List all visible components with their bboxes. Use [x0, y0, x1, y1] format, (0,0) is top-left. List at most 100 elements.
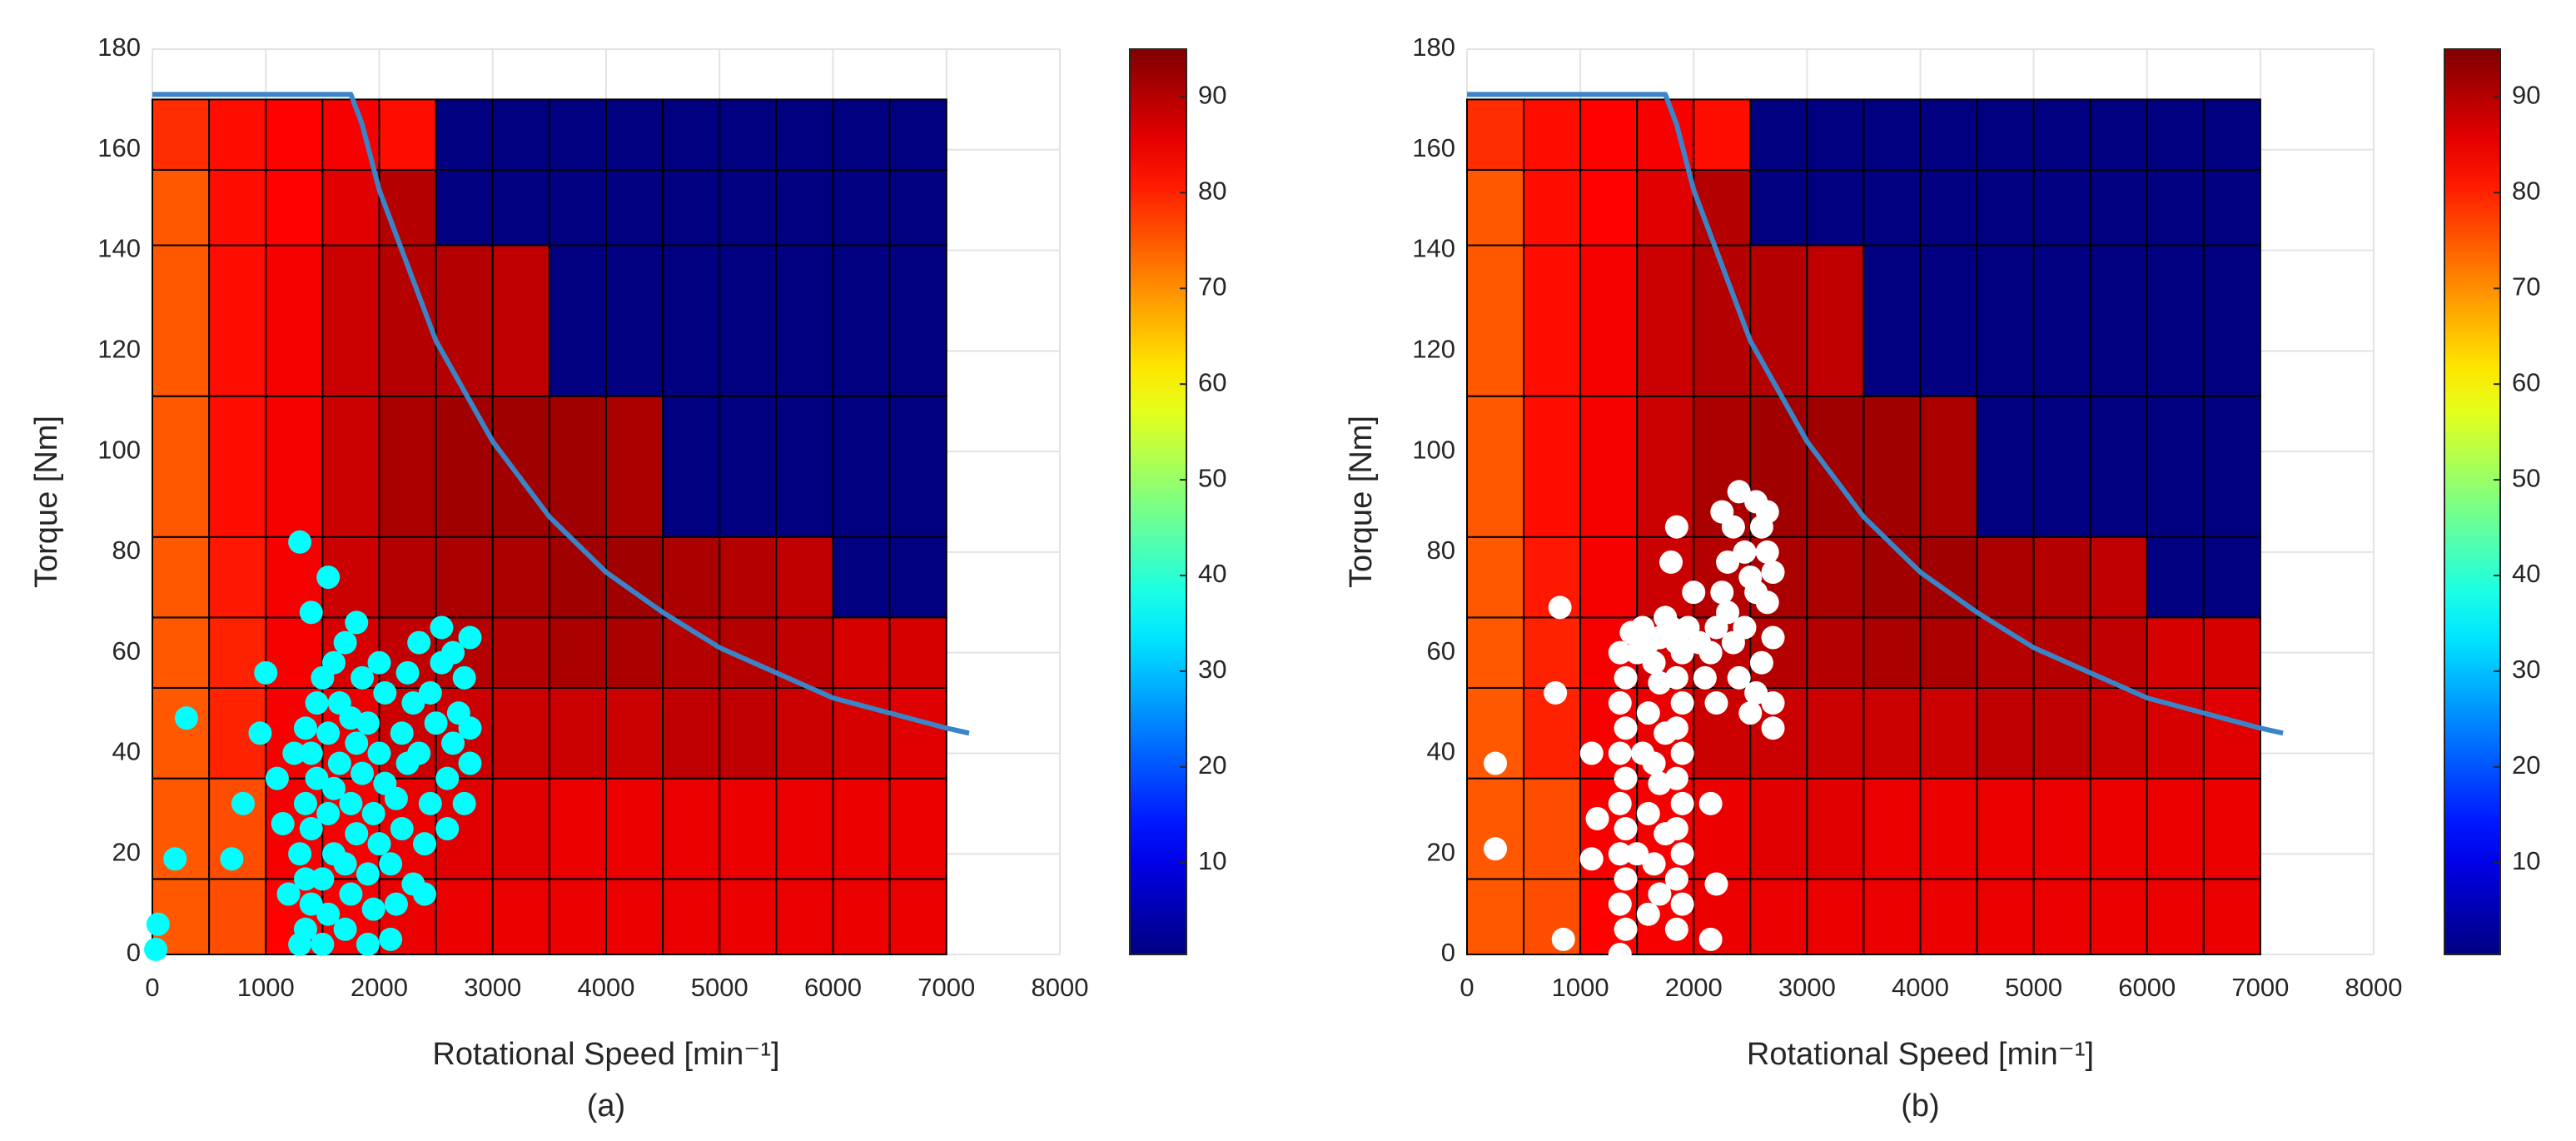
heatmap-cell [888, 777, 947, 880]
x-tick-label: 6000 [804, 973, 862, 1002]
heatmap-cell [2089, 878, 2148, 955]
heatmap-cell [2146, 616, 2205, 689]
heatmap-cell [1976, 878, 2035, 955]
scatter-point [305, 766, 329, 790]
heatmap-cell [548, 168, 607, 247]
heatmap-cell [378, 536, 437, 619]
scatter-point [1670, 741, 1694, 765]
colorbar-tick-label: 10 [2512, 846, 2540, 875]
heatmap-cell [1523, 777, 1582, 880]
scatter-point [345, 822, 369, 846]
scatter-point [351, 761, 375, 785]
heatmap-cell [435, 395, 494, 538]
heatmap-cell [888, 395, 947, 538]
x-axis-label: Rotational Speed [min⁻¹] [1747, 1037, 2094, 1072]
heatmap-cell [1636, 395, 1695, 538]
scatter-point [367, 650, 391, 675]
scatter-point [418, 791, 442, 815]
heatmap-cell [662, 878, 721, 955]
scatter-point [1614, 716, 1638, 740]
heatmap-cell [548, 98, 607, 171]
x-tick-label: 2000 [1665, 973, 1723, 1002]
heatmap-cell [605, 98, 664, 171]
heatmap-cell [208, 536, 267, 619]
scatter-point [327, 751, 351, 775]
heatmap-cell [775, 878, 834, 955]
y-tick-label: 60 [112, 636, 141, 665]
heatmap-cell [1919, 616, 1978, 689]
scatter-point [1738, 701, 1763, 725]
scatter-point [293, 716, 317, 740]
scatter-point [384, 892, 408, 916]
x-tick-label: 2000 [351, 973, 408, 1002]
x-tick-label: 6000 [2118, 973, 2176, 1002]
heatmap-cell [1523, 616, 1582, 689]
scatter-point [333, 917, 357, 941]
scatter-point [361, 897, 385, 921]
heatmap-cell [1806, 395, 1865, 538]
heatmap-cell [1466, 395, 1525, 538]
heatmap-cell [1976, 98, 2035, 171]
heatmap-cell [719, 395, 778, 538]
heatmap-cell [1862, 395, 1922, 538]
colorbar-tick-label: 70 [1198, 272, 1226, 301]
heatmap-cell [1636, 168, 1695, 247]
heatmap-cell [2146, 98, 2205, 171]
y-tick-label: 100 [1412, 435, 1455, 464]
heatmap-cell [2146, 878, 2205, 955]
y-tick-label: 180 [1412, 32, 1455, 62]
heatmap-cell [719, 98, 778, 171]
scatter-point [1608, 640, 1632, 665]
heatmap-cell [1523, 244, 1582, 397]
heatmap-cell [1749, 777, 1808, 880]
heatmap-cell [2089, 395, 2148, 538]
colorbar-tick-label: 40 [1198, 559, 1226, 588]
heatmap-cell [2032, 244, 2091, 397]
heatmap-cell [208, 244, 267, 397]
heatmap-cell [208, 168, 267, 247]
scatter-point [395, 660, 420, 685]
heatmap-cell [265, 168, 324, 247]
scatter-point [322, 650, 346, 675]
heatmap-cell [2202, 878, 2261, 955]
heatmap-cell [2089, 168, 2148, 247]
scatter-point [367, 741, 391, 765]
scatter-point [361, 801, 385, 825]
heatmap-cell [378, 168, 437, 247]
colorbar-tick-label: 50 [1198, 463, 1226, 492]
scatter-point [316, 801, 341, 825]
heatmap-cell [832, 616, 891, 689]
heatmap-cell [1976, 686, 2035, 780]
scatter-point [220, 847, 244, 871]
scatter-point [390, 817, 414, 841]
x-tick-label: 8000 [2345, 973, 2403, 1002]
heatmap-cell [491, 98, 550, 171]
scatter-point [174, 706, 198, 730]
heatmap-cell [2146, 168, 2205, 247]
scatter-point [276, 882, 301, 906]
heatmap-cell [775, 777, 834, 880]
heatmap-cell [1976, 536, 2035, 619]
heatmap-cell [2032, 777, 2091, 880]
heatmap-cell [548, 395, 607, 538]
heatmap-cell [719, 244, 778, 397]
y-tick-label: 80 [1427, 536, 1455, 565]
colorbar-tick-label: 90 [1198, 81, 1226, 110]
scatter-point [333, 630, 357, 655]
heatmap-cell [1919, 98, 1978, 171]
heatmap-cell [719, 686, 778, 780]
x-tick-label: 1000 [237, 973, 295, 1002]
heatmap-cell [548, 616, 607, 689]
scatter-point [1761, 716, 1785, 740]
scatter-point [163, 847, 187, 871]
colorbar-tick-label: 60 [1198, 367, 1226, 396]
heatmap-cell [832, 777, 891, 880]
heatmap-cell [1693, 777, 1752, 880]
scatter-point [384, 786, 408, 810]
scatter-point [356, 932, 380, 956]
scatter-point [1716, 550, 1740, 574]
heatmap-cell [832, 244, 891, 397]
colorbar-tick-label: 80 [2512, 177, 2540, 206]
heatmap-cell [719, 878, 778, 955]
